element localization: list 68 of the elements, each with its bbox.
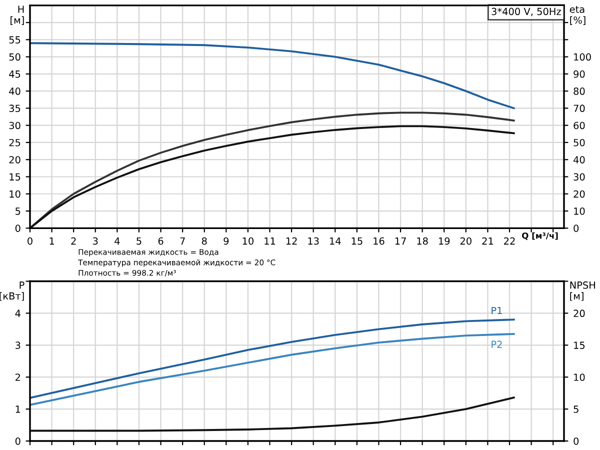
- x-tick-label: 8: [202, 237, 207, 245]
- y2-tick-label: 10: [574, 374, 585, 381]
- y-tick-label: 0: [15, 224, 20, 232]
- y2-tick-label: 20: [574, 310, 585, 318]
- x-tick-label: 16: [374, 237, 384, 245]
- x-tick-label: 5: [136, 237, 142, 245]
- y2-tick-label: 100: [574, 53, 591, 61]
- x-tick-label: 18: [417, 237, 428, 245]
- y2-tick-label: 20: [574, 190, 585, 198]
- x-tick-label: 2: [71, 237, 76, 245]
- line-series: [30, 318, 515, 399]
- y2-tick-label: 30: [574, 173, 585, 181]
- x-tick-label: 1: [50, 237, 54, 245]
- line-series: [30, 332, 515, 406]
- x-tick-label: 7: [180, 237, 185, 245]
- x-tick-label: 4: [114, 237, 120, 245]
- y-tick-label: 30: [9, 122, 20, 130]
- x-tick-label: 15: [352, 237, 362, 245]
- y2-tick-label: 50: [574, 138, 585, 146]
- y-tick-label: 5: [16, 208, 20, 215]
- y-tick-label: 3: [16, 342, 20, 349]
- y-axis-title: P [кВт]: [0, 282, 24, 301]
- y-tick-label: 2: [16, 374, 20, 381]
- y-tick-label: 1: [16, 406, 20, 413]
- x-tick-label: 13: [308, 237, 319, 245]
- y-tick-label: 10: [10, 190, 20, 198]
- y-axis-title: H [м]: [10, 6, 24, 25]
- y2-tick-label: 70: [574, 104, 585, 112]
- x-tick-label: 11: [264, 237, 276, 245]
- x-tick-label: 12: [286, 237, 297, 245]
- x-tick-label: 19: [439, 237, 450, 245]
- x-tick-label: 10: [242, 237, 254, 245]
- y2-tick-label: 40: [574, 156, 585, 164]
- x-tick-label: 3: [93, 237, 98, 245]
- x-tick-label: 0: [28, 237, 32, 245]
- y-tick-label: 25: [9, 138, 20, 146]
- series-label: P1: [492, 306, 502, 314]
- series-label: P2: [492, 340, 502, 348]
- x-tick-label: 21: [482, 237, 493, 245]
- x-axis-title: Q [м³/ч]: [522, 232, 558, 240]
- y2-tick-label: 15: [574, 342, 585, 349]
- y-tick-label: 35: [9, 104, 20, 112]
- y2-tick-label: 0: [574, 224, 579, 232]
- y2-tick-label: 0: [574, 437, 579, 445]
- x-tick-label: 14: [330, 237, 341, 245]
- y2-tick-label: 80: [574, 88, 585, 95]
- y-tick-label: 40: [9, 88, 20, 95]
- line-series: [30, 42, 515, 110]
- y-tick-label: 0: [15, 437, 20, 445]
- y2-tick-label: 60: [574, 122, 585, 130]
- y-tick-label: 20: [9, 156, 20, 164]
- x-tick-label: 22: [504, 237, 515, 245]
- x-tick-label: 17: [395, 237, 406, 245]
- x-tick-label: 6: [158, 237, 164, 245]
- y-tick-label: 55: [9, 36, 20, 44]
- y-tick-label: 4: [15, 310, 20, 317]
- y2-axis-title: NPSH [м]: [570, 281, 596, 301]
- y2-tick-label: 10: [574, 207, 585, 215]
- x-tick-label: 20: [460, 237, 472, 245]
- y2-tick-label: 90: [574, 70, 585, 78]
- y2-tick-label: 5: [574, 406, 578, 413]
- x-tick-label: 9: [224, 237, 229, 245]
- y-tick-label: 50: [9, 53, 20, 61]
- line-series: [30, 396, 515, 432]
- y2-axis-title: eta [%]: [570, 6, 586, 25]
- y-tick-label: 45: [9, 70, 20, 78]
- y-tick-label: 15: [10, 173, 20, 181]
- chart-subtitle: 3*400 V, 50Hz: [492, 8, 561, 16]
